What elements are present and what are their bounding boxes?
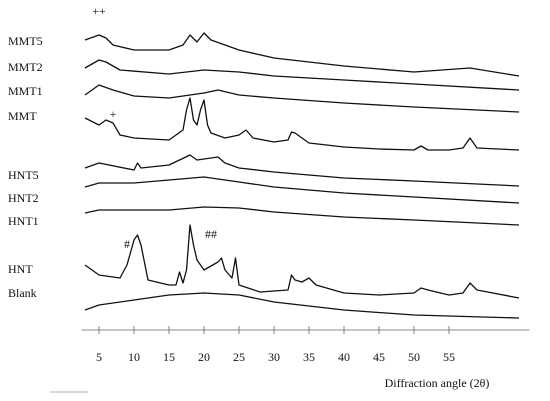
trace: [84, 224, 520, 299]
trace: [84, 176, 520, 204]
trace: [84, 59, 520, 91]
annotation: #: [124, 237, 130, 251]
x-tick-label: 55: [443, 350, 455, 364]
series-label: HNT2: [8, 191, 39, 205]
series-label: MMT2: [8, 60, 43, 74]
x-axis-label: Diffraction angle (2θ): [385, 376, 490, 390]
annotation: ++: [92, 4, 106, 18]
series-label: Blank: [8, 286, 37, 300]
series-label: MMT5: [8, 34, 43, 48]
annotation: +: [110, 107, 117, 121]
x-tick-label: 10: [128, 350, 140, 364]
x-tick-label: 45: [373, 350, 385, 364]
annotation: ##: [205, 227, 217, 241]
x-tick-label: 30: [268, 350, 280, 364]
series-label: HNT1: [8, 214, 39, 228]
series-label: MMT: [8, 109, 37, 123]
x-tick-label: 20: [198, 350, 210, 364]
x-tick-label: 35: [303, 350, 315, 364]
x-tick-label: 5: [96, 350, 102, 364]
trace: [84, 292, 520, 319]
series-label: HNT: [8, 262, 33, 276]
trace: [84, 97, 520, 151]
trace: [84, 154, 520, 187]
x-tick-label: 50: [408, 350, 420, 364]
x-tick-label: 15: [163, 350, 175, 364]
x-tick-label: 40: [338, 350, 350, 364]
trace: [84, 32, 520, 77]
x-tick-label: 25: [233, 350, 245, 364]
series-label: HNT5: [8, 168, 39, 182]
trace: [84, 84, 520, 113]
series-label: MMT1: [8, 84, 43, 98]
trace: [84, 206, 520, 226]
